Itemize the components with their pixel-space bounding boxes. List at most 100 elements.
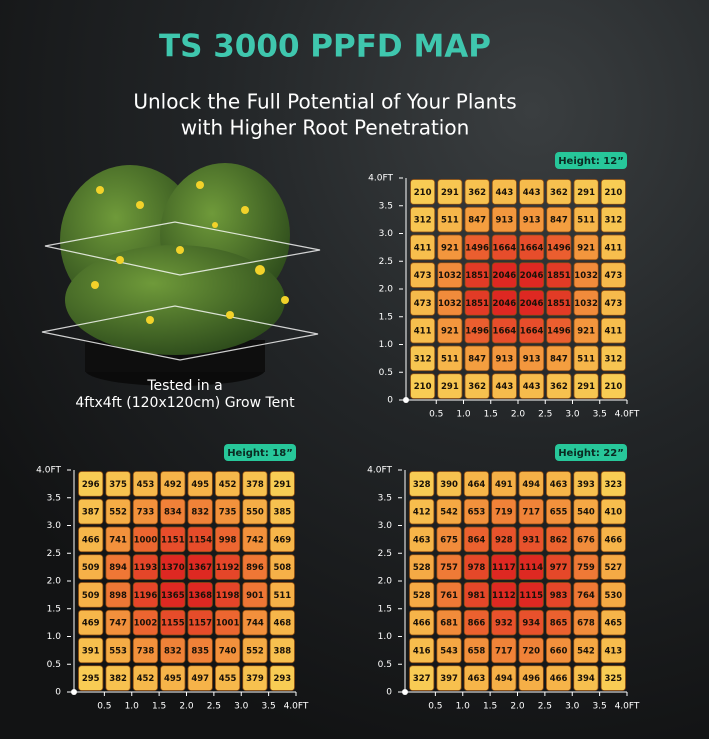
heatmap: Height: 18” 296 375 453 492 495 452 378 291 387 55… xyxy=(36,444,309,712)
cell-value: 835 xyxy=(191,646,209,656)
cell-value: 362 xyxy=(550,188,568,198)
cell-value: 453 xyxy=(137,480,155,490)
heat-cell xyxy=(105,637,131,664)
heat-cell xyxy=(409,471,435,497)
x-tick-label: 0.5 xyxy=(97,702,111,712)
heat-cell xyxy=(546,373,572,399)
cell-value: 675 xyxy=(440,535,458,545)
cell-value: 759 xyxy=(577,563,595,573)
subtitle-line: with Higher Root Penetration xyxy=(181,116,470,140)
heat-cell xyxy=(519,179,545,205)
heat-cell xyxy=(545,498,572,525)
heat-cell xyxy=(187,498,213,525)
cell-value: 362 xyxy=(468,382,486,392)
heat-cell xyxy=(600,526,626,553)
cell-value: 1496 xyxy=(465,243,489,253)
heat-cell xyxy=(546,234,572,261)
heat-cell xyxy=(573,373,599,399)
cell-value: 676 xyxy=(577,535,595,545)
heat-cell xyxy=(269,471,295,497)
heat-cell xyxy=(546,345,572,372)
heat-cell xyxy=(410,345,436,372)
cell-value: 411 xyxy=(414,243,432,253)
x-tick-label: 3.0 xyxy=(234,702,249,712)
cell-value: 847 xyxy=(468,354,486,364)
cell-value: 847 xyxy=(550,216,568,226)
cell-value: 1664 xyxy=(493,327,517,337)
heat-cell xyxy=(600,290,626,316)
cell-value: 928 xyxy=(495,535,513,545)
y-tick-label: 2.0 xyxy=(379,285,394,295)
cell-value: 497 xyxy=(191,674,209,684)
cell-value: 466 xyxy=(82,535,100,545)
cell-value: 658 xyxy=(468,646,486,656)
heat-cell xyxy=(573,665,599,691)
cell-value: 553 xyxy=(109,646,127,656)
cell-value: 1196 xyxy=(134,591,158,601)
heat-cell xyxy=(437,262,463,288)
cell-value: 466 xyxy=(413,619,431,629)
heat-cell xyxy=(518,526,544,553)
heat-cell xyxy=(519,262,545,288)
cell-value: 491 xyxy=(495,480,513,490)
x-tick-label: 4.0FT xyxy=(615,410,640,420)
heat-cell xyxy=(545,526,572,553)
heat-cell xyxy=(600,665,626,691)
heat-cell xyxy=(463,609,490,636)
heat-cell xyxy=(160,471,186,497)
heatmap: Height: 22” 328 390 464 491 494 463 393 323 412 54… xyxy=(367,444,640,712)
heat-cell xyxy=(436,471,462,497)
cell-value: 543 xyxy=(440,646,458,656)
cell-value: 391 xyxy=(82,646,100,656)
cell-value: 1001 xyxy=(216,619,240,629)
cell-value: 210 xyxy=(605,188,623,198)
heat-cell xyxy=(491,345,517,372)
page-title: TS 3000 PPFD MAP xyxy=(159,29,491,65)
cell-value: 1032 xyxy=(438,271,462,281)
x-tick-label: 3.5 xyxy=(592,702,606,712)
x-tick-label: 2.0 xyxy=(511,410,526,420)
cell-value: 492 xyxy=(164,480,182,490)
cell-value: 747 xyxy=(109,619,127,629)
heat-cell xyxy=(160,554,186,580)
heat-cell xyxy=(214,471,241,497)
heat-cell xyxy=(491,665,517,691)
heat-cell xyxy=(600,179,626,205)
cell-value: 653 xyxy=(468,508,486,518)
caption-line: Tested in a xyxy=(146,378,222,394)
cell-value: 312 xyxy=(414,354,432,364)
heat-cell xyxy=(410,317,436,344)
cell-value: 291 xyxy=(441,382,459,392)
cell-value: 742 xyxy=(246,535,264,545)
heat-cell xyxy=(187,665,213,691)
heat-cell xyxy=(409,609,435,636)
heat-cell xyxy=(600,498,626,525)
cell-value: 291 xyxy=(441,188,459,198)
cell-value: 210 xyxy=(414,188,432,198)
heat-cell xyxy=(242,609,268,636)
cell-value: 678 xyxy=(577,619,595,629)
cell-value: 509 xyxy=(82,591,100,601)
heat-cell xyxy=(160,498,186,525)
cell-value: 1496 xyxy=(547,243,571,253)
cell-value: 466 xyxy=(604,535,622,545)
heat-cell xyxy=(437,179,463,205)
cell-value: 210 xyxy=(605,382,623,392)
heat-cell xyxy=(464,345,490,372)
cell-value: 293 xyxy=(273,674,291,684)
cell-value: 865 xyxy=(550,619,568,629)
heat-cell xyxy=(519,373,545,399)
heat-cell xyxy=(214,609,241,636)
y-tick-label: 2.5 xyxy=(379,257,393,267)
cell-value: 720 xyxy=(522,646,540,656)
cell-value: 443 xyxy=(523,188,541,198)
cell-value: 1193 xyxy=(134,563,158,573)
heat-cell xyxy=(464,206,490,233)
heat-cell xyxy=(545,637,572,664)
heat-cell xyxy=(545,665,572,691)
heat-cell xyxy=(491,234,517,261)
y-tick-label: 3.5 xyxy=(379,201,393,211)
heat-cell xyxy=(491,206,517,233)
heat-cell xyxy=(573,471,599,497)
x-tick-label: 0.5 xyxy=(428,702,442,712)
